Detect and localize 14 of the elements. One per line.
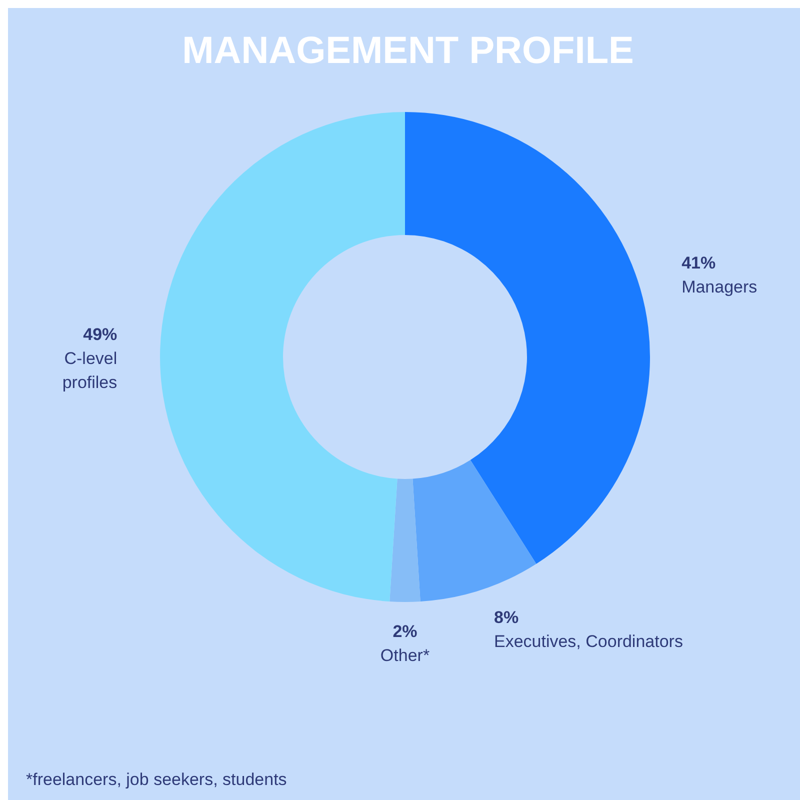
data-label: 49%	[83, 324, 118, 344]
chart-title: MANAGEMENT PROFILE	[182, 30, 634, 72]
data-label: 41%	[682, 254, 716, 273]
slice-label: Managers	[682, 278, 758, 297]
donut-slice	[412, 460, 536, 602]
slice-label: Other*	[380, 646, 430, 665]
text: *freelancers, job seekers, students	[26, 770, 287, 789]
donut-slice	[160, 112, 405, 602]
donut-slice	[390, 478, 420, 602]
donut-slice	[405, 112, 650, 564]
data-label: 8%	[494, 608, 519, 627]
slice-label: Executives, Coordinators	[494, 632, 683, 651]
slice-label: C-level profiles	[62, 348, 118, 392]
data-label: 2%	[392, 622, 418, 641]
